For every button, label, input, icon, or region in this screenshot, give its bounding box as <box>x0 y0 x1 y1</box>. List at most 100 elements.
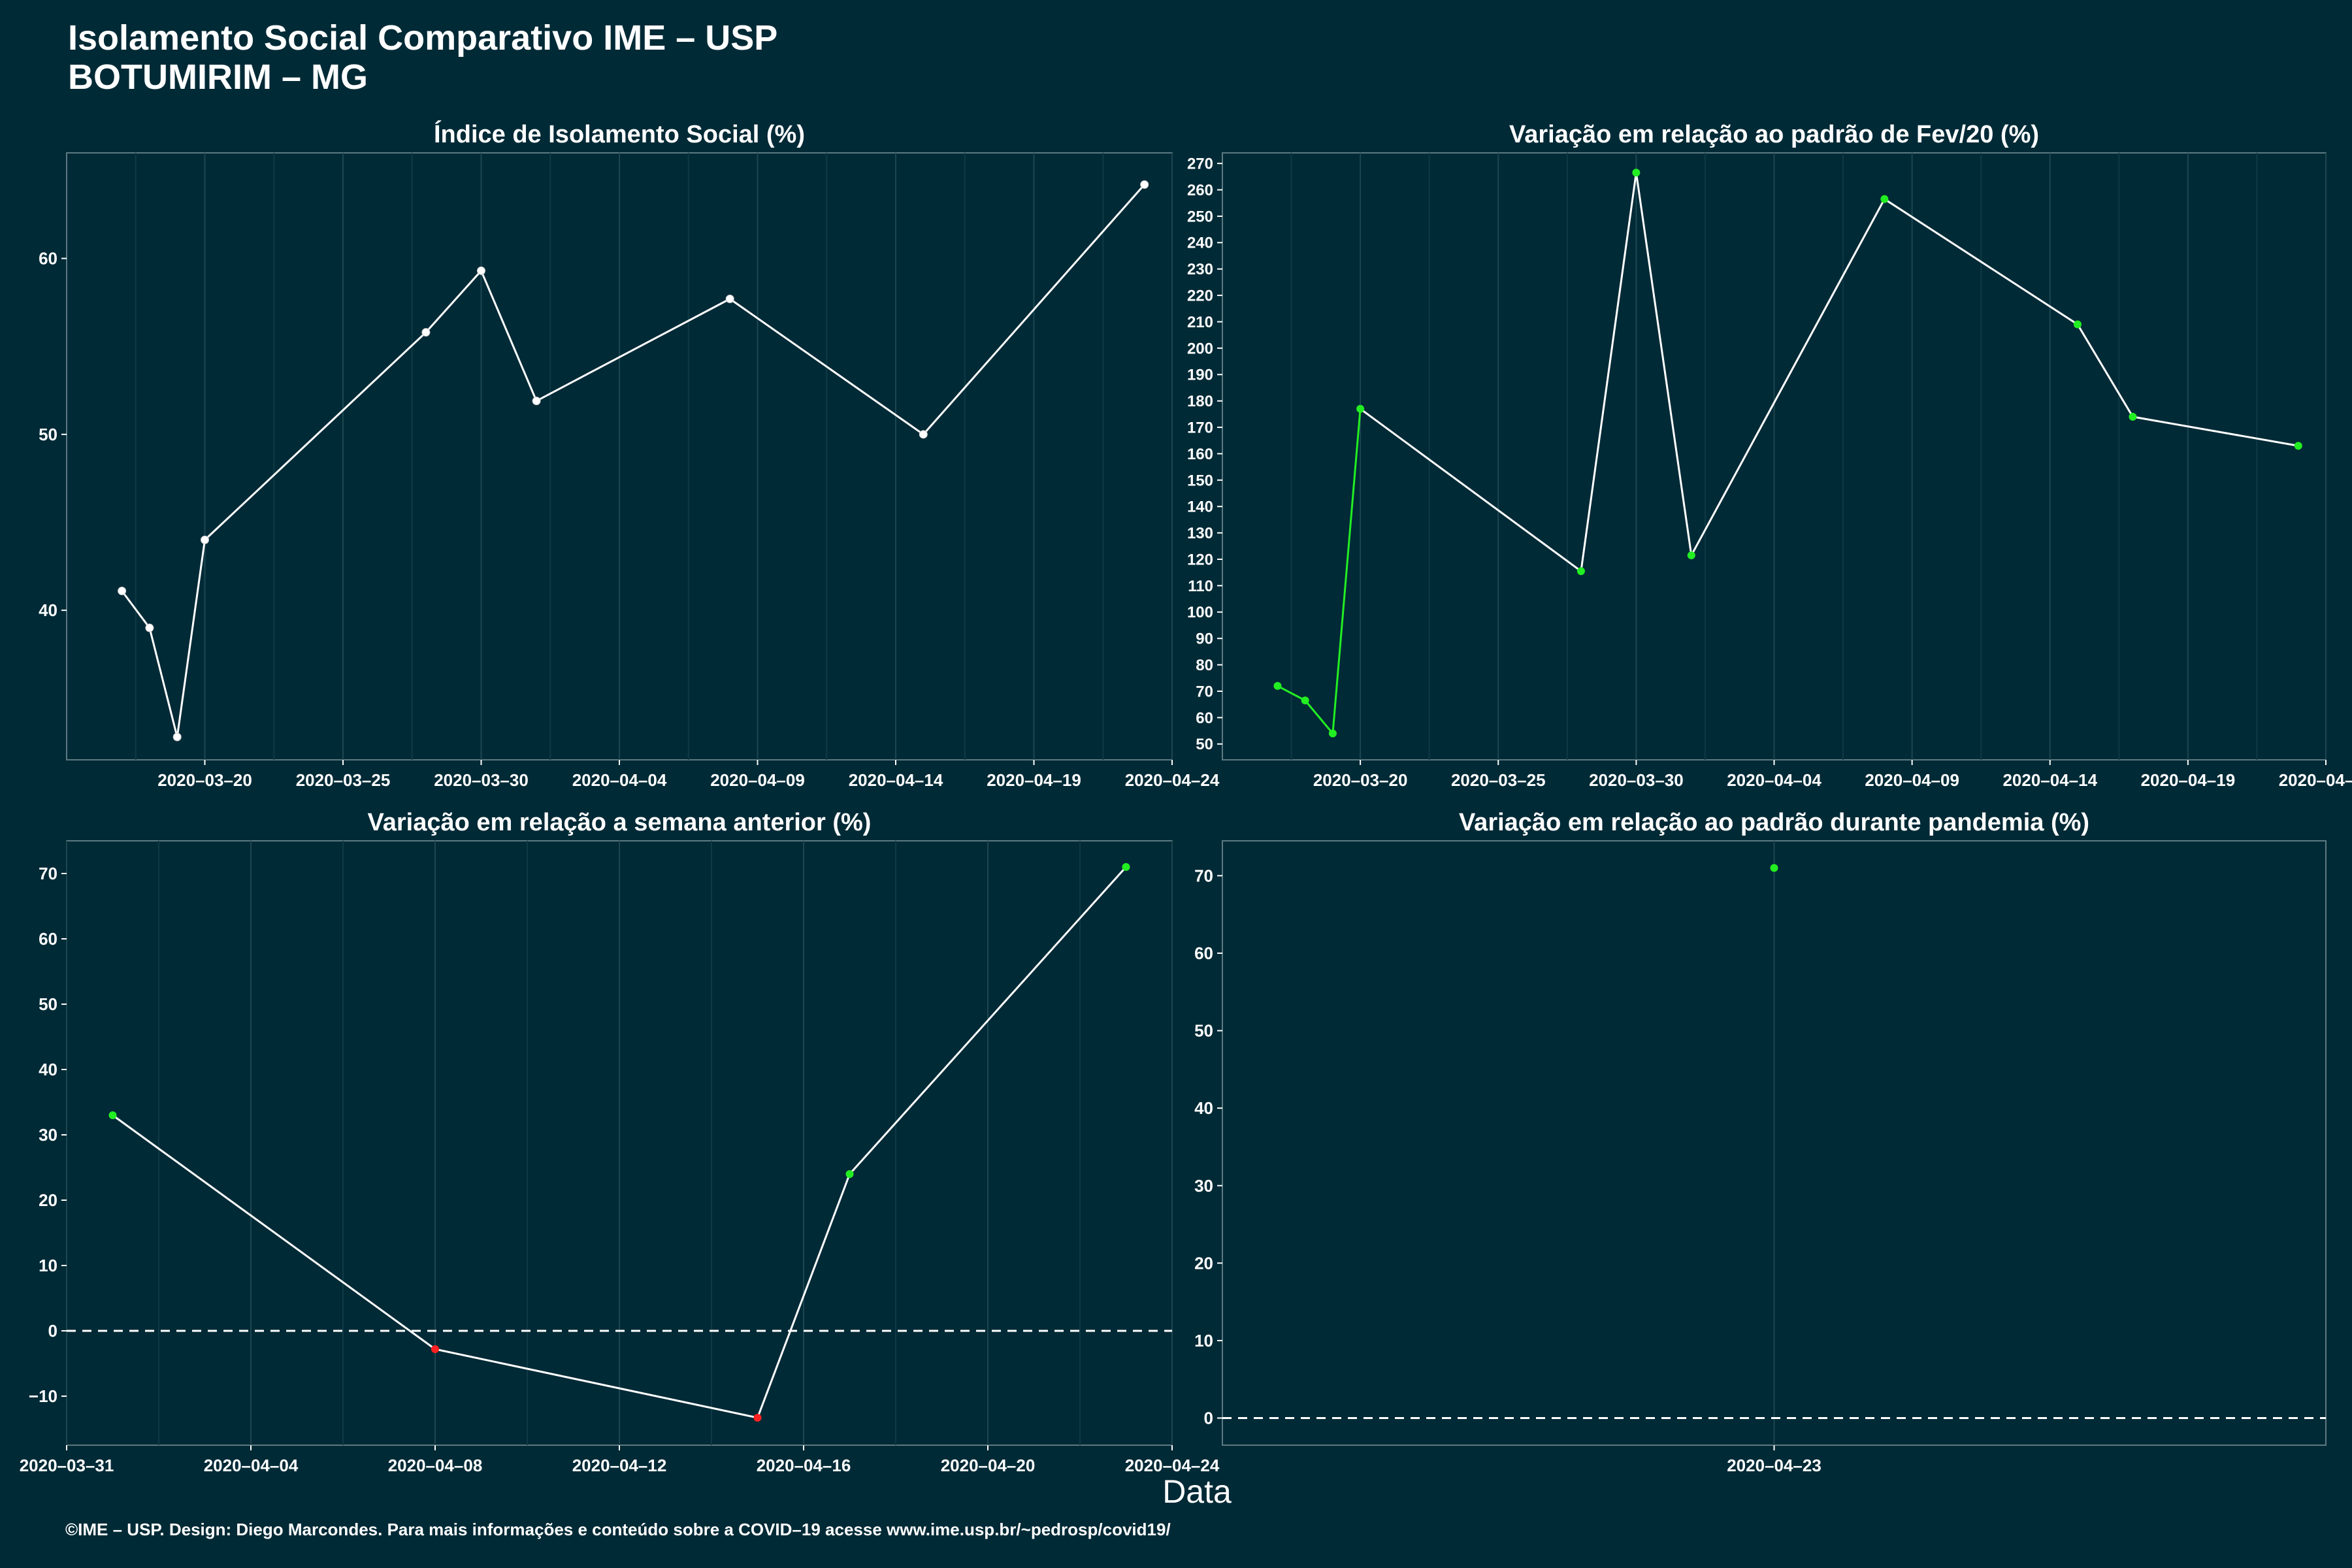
x-tick-label: 2020–04–04 <box>572 770 667 790</box>
y-tick-label: 160 <box>1187 446 1213 463</box>
series-line-segment <box>425 270 482 333</box>
y-tick-label: 0 <box>48 1321 57 1341</box>
data-point <box>201 535 209 544</box>
series-line-segment <box>1304 700 1334 734</box>
y-tick-label: 190 <box>1187 367 1213 384</box>
x-tick-label: 2020–04–09 <box>1865 770 1959 790</box>
y-tick-label: −10 <box>29 1386 57 1406</box>
series-line-segment <box>1360 408 1582 572</box>
x-axis-label: Data <box>1162 1473 1232 1510</box>
series-line-segment <box>176 540 206 738</box>
series-line-segment <box>112 1114 436 1350</box>
panel-variation-previous-week: Variação em relação a semana anterior (%… <box>20 809 1220 1475</box>
y-tick-label: 60 <box>1196 710 1213 727</box>
x-tick-label: 2020–04–23 <box>1727 1456 1821 1475</box>
x-tick-label: 2020–04–24 <box>1125 1456 1220 1475</box>
series-line-segment <box>1277 685 1306 702</box>
x-tick-label: 2020–04–19 <box>987 770 1081 790</box>
main-title: Isolamento Social Comparativo IME – USP … <box>68 18 777 97</box>
data-point <box>919 430 928 439</box>
panel-title: Variação em relação ao padrão durante pa… <box>1459 809 2089 836</box>
x-tick-label: 2020–04–09 <box>710 770 805 790</box>
x-tick-label: 2020–03–20 <box>157 770 252 790</box>
y-tick-label: 40 <box>39 1060 57 1079</box>
series-line-segment <box>148 627 178 738</box>
y-tick-label: 170 <box>1187 419 1213 436</box>
data-point <box>1140 180 1149 189</box>
series-line-segment <box>480 270 538 402</box>
y-tick-label: 50 <box>39 425 57 444</box>
y-tick-label: 250 <box>1187 208 1213 225</box>
series-line-segment <box>121 590 151 629</box>
series-line-segment <box>204 331 427 541</box>
data-point <box>1356 404 1365 413</box>
x-tick-label: 2020–04–14 <box>849 770 943 790</box>
y-tick-label: 60 <box>1194 943 1213 963</box>
data-point <box>1122 863 1130 871</box>
footer-credits: ©IME – USP. Design: Diego Marcondes. Par… <box>65 1520 1171 1539</box>
data-point <box>1328 729 1337 738</box>
data-point <box>2294 442 2302 450</box>
data-point <box>725 294 734 303</box>
y-tick-label: 20 <box>39 1190 57 1210</box>
x-tick-label: 2020–04–14 <box>2002 770 2097 790</box>
y-tick-label: 60 <box>39 929 57 949</box>
x-tick-label: 2020–03–20 <box>1313 770 1408 790</box>
y-tick-label: 150 <box>1187 472 1213 489</box>
series-line-segment <box>1580 172 1637 572</box>
data-point <box>477 266 485 275</box>
y-tick-label: 50 <box>1196 736 1213 753</box>
data-point <box>1880 195 1889 203</box>
x-tick-label: 2020–03–30 <box>1589 770 1684 790</box>
series-line-segment <box>729 298 924 436</box>
y-tick-label: 260 <box>1187 182 1213 199</box>
y-tick-label: 70 <box>1194 866 1213 885</box>
series-line-segment <box>1331 408 1362 734</box>
y-tick-label: 30 <box>39 1125 57 1145</box>
y-tick-label: 180 <box>1187 393 1213 410</box>
x-tick-label: 2020–04–24 <box>1125 770 1220 790</box>
x-tick-label: 2020–04–24 <box>2279 770 2352 790</box>
panel-title: Índice de Isolamento Social (%) <box>434 120 805 148</box>
y-tick-label: 50 <box>1194 1021 1213 1041</box>
data-point <box>1632 169 1641 177</box>
data-point <box>118 586 127 595</box>
series-line-segment <box>757 1173 851 1418</box>
y-tick-label: 120 <box>1187 551 1213 568</box>
x-tick-label: 2020–04–16 <box>757 1456 851 1475</box>
data-point <box>532 397 541 406</box>
series-line-segment <box>923 184 1145 435</box>
series-line-segment <box>1635 172 1693 556</box>
data-point <box>1576 567 1585 576</box>
data-point <box>1770 864 1778 872</box>
series-line-segment <box>1884 198 2078 325</box>
y-tick-label: 90 <box>1196 630 1213 648</box>
series-line-segment <box>434 1348 758 1419</box>
series-line-segment <box>849 866 1127 1175</box>
x-tick-label: 2020–03–30 <box>434 770 529 790</box>
series-line-segment <box>2076 323 2134 417</box>
data-point <box>1687 551 1695 559</box>
data-point <box>172 732 182 742</box>
y-tick-label: 30 <box>1194 1176 1213 1196</box>
y-tick-label: 100 <box>1187 604 1213 621</box>
data-point <box>2073 320 2082 329</box>
y-tick-label: 200 <box>1187 340 1213 357</box>
data-point <box>145 623 154 632</box>
y-tick-label: 40 <box>1194 1098 1213 1118</box>
series-line-segment <box>2132 416 2299 447</box>
panel-title: Variação em relação a semana anterior (%… <box>368 809 872 836</box>
y-tick-label: 240 <box>1187 235 1213 252</box>
data-point <box>845 1170 854 1178</box>
y-tick-label: 70 <box>1196 683 1213 700</box>
x-tick-label: 2020–04–04 <box>204 1456 299 1475</box>
data-point <box>431 1345 439 1353</box>
y-tick-label: 10 <box>39 1256 57 1275</box>
panel-title: Variação em relação ao padrão de Fev/20 … <box>1509 121 2039 148</box>
y-tick-label: 10 <box>1194 1331 1213 1350</box>
panel-variation-feb20: Variação em relação ao padrão de Fev/20 … <box>1187 121 2352 790</box>
y-tick-label: 130 <box>1187 525 1213 542</box>
title-line-1: Isolamento Social Comparativo IME – USP <box>68 18 778 57</box>
data-point <box>2129 412 2137 421</box>
